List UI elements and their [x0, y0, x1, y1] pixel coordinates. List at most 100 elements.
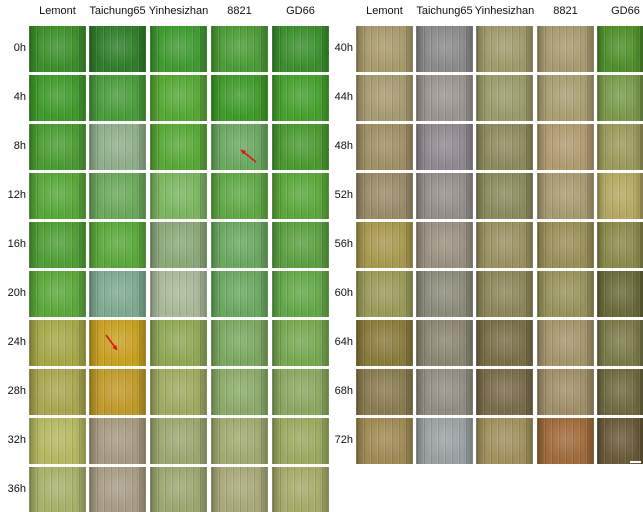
micrograph-tile — [356, 369, 413, 415]
row-label-right-4: 56h — [334, 238, 353, 250]
micrograph-tile — [416, 26, 473, 72]
micrograph-tile — [29, 418, 86, 464]
micrograph-tile — [356, 173, 413, 219]
scale-bar — [630, 461, 641, 463]
micrograph-tile — [211, 75, 268, 121]
micrograph-tile — [89, 320, 146, 366]
micrograph-tile — [476, 124, 533, 170]
micrograph-tile — [597, 369, 643, 415]
row-label-left-3: 12h — [7, 189, 26, 201]
micrograph-tile — [537, 369, 594, 415]
micrograph-tile — [211, 418, 268, 464]
micrograph-tile — [150, 271, 207, 317]
micrograph-tile — [537, 418, 594, 464]
micrograph-tile — [356, 222, 413, 268]
micrograph-tile — [416, 320, 473, 366]
column-header-right-0: Lemont — [366, 5, 403, 17]
micrograph-tile — [272, 369, 329, 415]
row-label-right-2: 48h — [334, 140, 353, 152]
micrograph-tile — [150, 173, 207, 219]
micrograph-tile — [597, 320, 643, 366]
micrograph-tile — [356, 75, 413, 121]
micrograph-tile — [29, 369, 86, 415]
column-header-left-1: Taichung65 — [89, 5, 146, 17]
micrograph-tile — [272, 467, 329, 512]
micrograph-tile — [476, 418, 533, 464]
micrograph-tile — [356, 26, 413, 72]
micrograph-tile — [89, 26, 146, 72]
micrograph-tile — [597, 418, 643, 464]
row-label-left-7: 28h — [7, 385, 26, 397]
row-label-left-0: 0h — [13, 42, 26, 54]
micrograph-tile — [150, 26, 207, 72]
micrograph-tile — [476, 26, 533, 72]
row-label-right-6: 64h — [334, 336, 353, 348]
micrograph-tile — [272, 271, 329, 317]
row-label-left-2: 8h — [13, 140, 26, 152]
micrograph-tile — [272, 124, 329, 170]
micrograph-tile — [537, 271, 594, 317]
micrograph-tile — [272, 75, 329, 121]
micrograph-tile — [211, 173, 268, 219]
micrograph-tile — [537, 320, 594, 366]
micrograph-tile — [476, 173, 533, 219]
micrograph-tile — [476, 271, 533, 317]
row-label-left-5: 20h — [7, 287, 26, 299]
micrograph-tile — [416, 173, 473, 219]
column-header-right-2: Yinhesizhan — [474, 5, 535, 17]
micrograph-tile — [211, 222, 268, 268]
micrograph-tile — [29, 124, 86, 170]
micrograph-tile — [89, 369, 146, 415]
column-header-right-3: 8821 — [553, 5, 578, 17]
micrograph-tile — [476, 369, 533, 415]
row-label-right-0: 40h — [334, 42, 353, 54]
micrograph-tile — [211, 320, 268, 366]
micrograph-tile — [537, 124, 594, 170]
micrograph-tile — [89, 75, 146, 121]
micrograph-tile — [416, 418, 473, 464]
micrograph-tile — [416, 369, 473, 415]
micrograph-tile — [29, 320, 86, 366]
row-label-left-1: 4h — [13, 91, 26, 103]
micrograph-tile — [416, 75, 473, 121]
micrograph-tile — [29, 75, 86, 121]
micrograph-tile — [89, 271, 146, 317]
column-header-right-4: GD66 — [611, 5, 640, 17]
micrograph-tile — [537, 26, 594, 72]
micrograph-tile — [29, 26, 86, 72]
micrograph-tile — [476, 222, 533, 268]
micrograph-tile — [211, 271, 268, 317]
micrograph-tile — [356, 124, 413, 170]
row-label-right-5: 60h — [334, 287, 353, 299]
micrograph-tile — [211, 467, 268, 512]
row-label-left-9: 36h — [7, 483, 26, 495]
micrograph-tile — [476, 320, 533, 366]
micrograph-tile — [29, 173, 86, 219]
row-label-left-4: 16h — [7, 238, 26, 250]
micrograph-tile — [150, 222, 207, 268]
micrograph-tile — [476, 75, 533, 121]
micrograph-tile — [416, 124, 473, 170]
column-header-left-3: 8821 — [227, 5, 252, 17]
micrograph-tile — [597, 26, 643, 72]
micrograph-tile — [356, 418, 413, 464]
micrograph-tile — [89, 467, 146, 512]
micrograph-tile — [211, 124, 268, 170]
micrograph-tile — [272, 26, 329, 72]
micrograph-tile — [89, 222, 146, 268]
micrograph-tile — [89, 173, 146, 219]
column-header-left-4: GD66 — [286, 5, 315, 17]
micrograph-tile — [597, 271, 643, 317]
row-label-right-8: 72h — [334, 434, 353, 446]
micrograph-tile — [150, 320, 207, 366]
micrograph-tile — [89, 418, 146, 464]
micrograph-tile — [272, 173, 329, 219]
micrograph-tile — [597, 75, 643, 121]
micrograph-tile — [597, 222, 643, 268]
micrograph-tile — [416, 222, 473, 268]
micrograph-tile — [150, 75, 207, 121]
micrograph-tile — [356, 320, 413, 366]
micrograph-tile — [150, 124, 207, 170]
row-label-left-6: 24h — [7, 336, 26, 348]
column-header-right-1: Taichung65 — [416, 5, 473, 17]
